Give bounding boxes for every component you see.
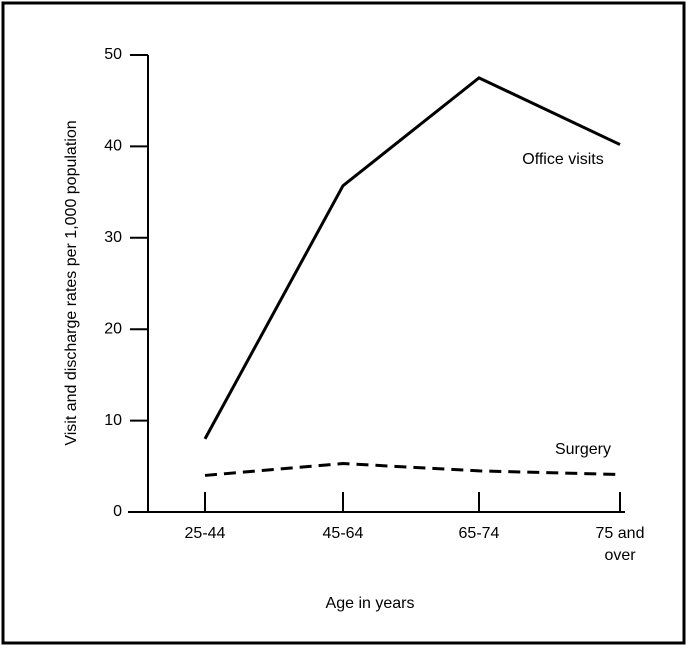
x-tick-label: 25-44 [184, 525, 226, 542]
x-axis-label: Age in years [326, 595, 415, 612]
series-label: Office visits [522, 151, 604, 168]
y-tick-label: 10 [104, 412, 122, 429]
y-tick-label: 40 [104, 138, 122, 155]
series-label: Surgery [555, 441, 611, 458]
x-tick-label-box: 25-44 [184, 525, 226, 542]
y-axis-label: Visit and discharge rates per 1,000 popu… [63, 120, 80, 445]
x-tick-label-box: 75 and over [595, 525, 645, 564]
x-tick-label-box: 65-74 [458, 525, 500, 542]
x-tick-label: 75 and over [595, 525, 645, 564]
y-tick-label: 30 [104, 229, 122, 246]
x-tick-label: 45-64 [322, 525, 364, 542]
line-series [203, 76, 621, 440]
x-tick-label-box: 45-64 [322, 525, 364, 542]
y-tick-label: 50 [104, 46, 122, 63]
x-tick-label: 65-74 [458, 525, 500, 542]
y-tick-label: 20 [104, 320, 122, 337]
line-series [204, 462, 621, 477]
y-tick-label: 0 [113, 503, 122, 520]
